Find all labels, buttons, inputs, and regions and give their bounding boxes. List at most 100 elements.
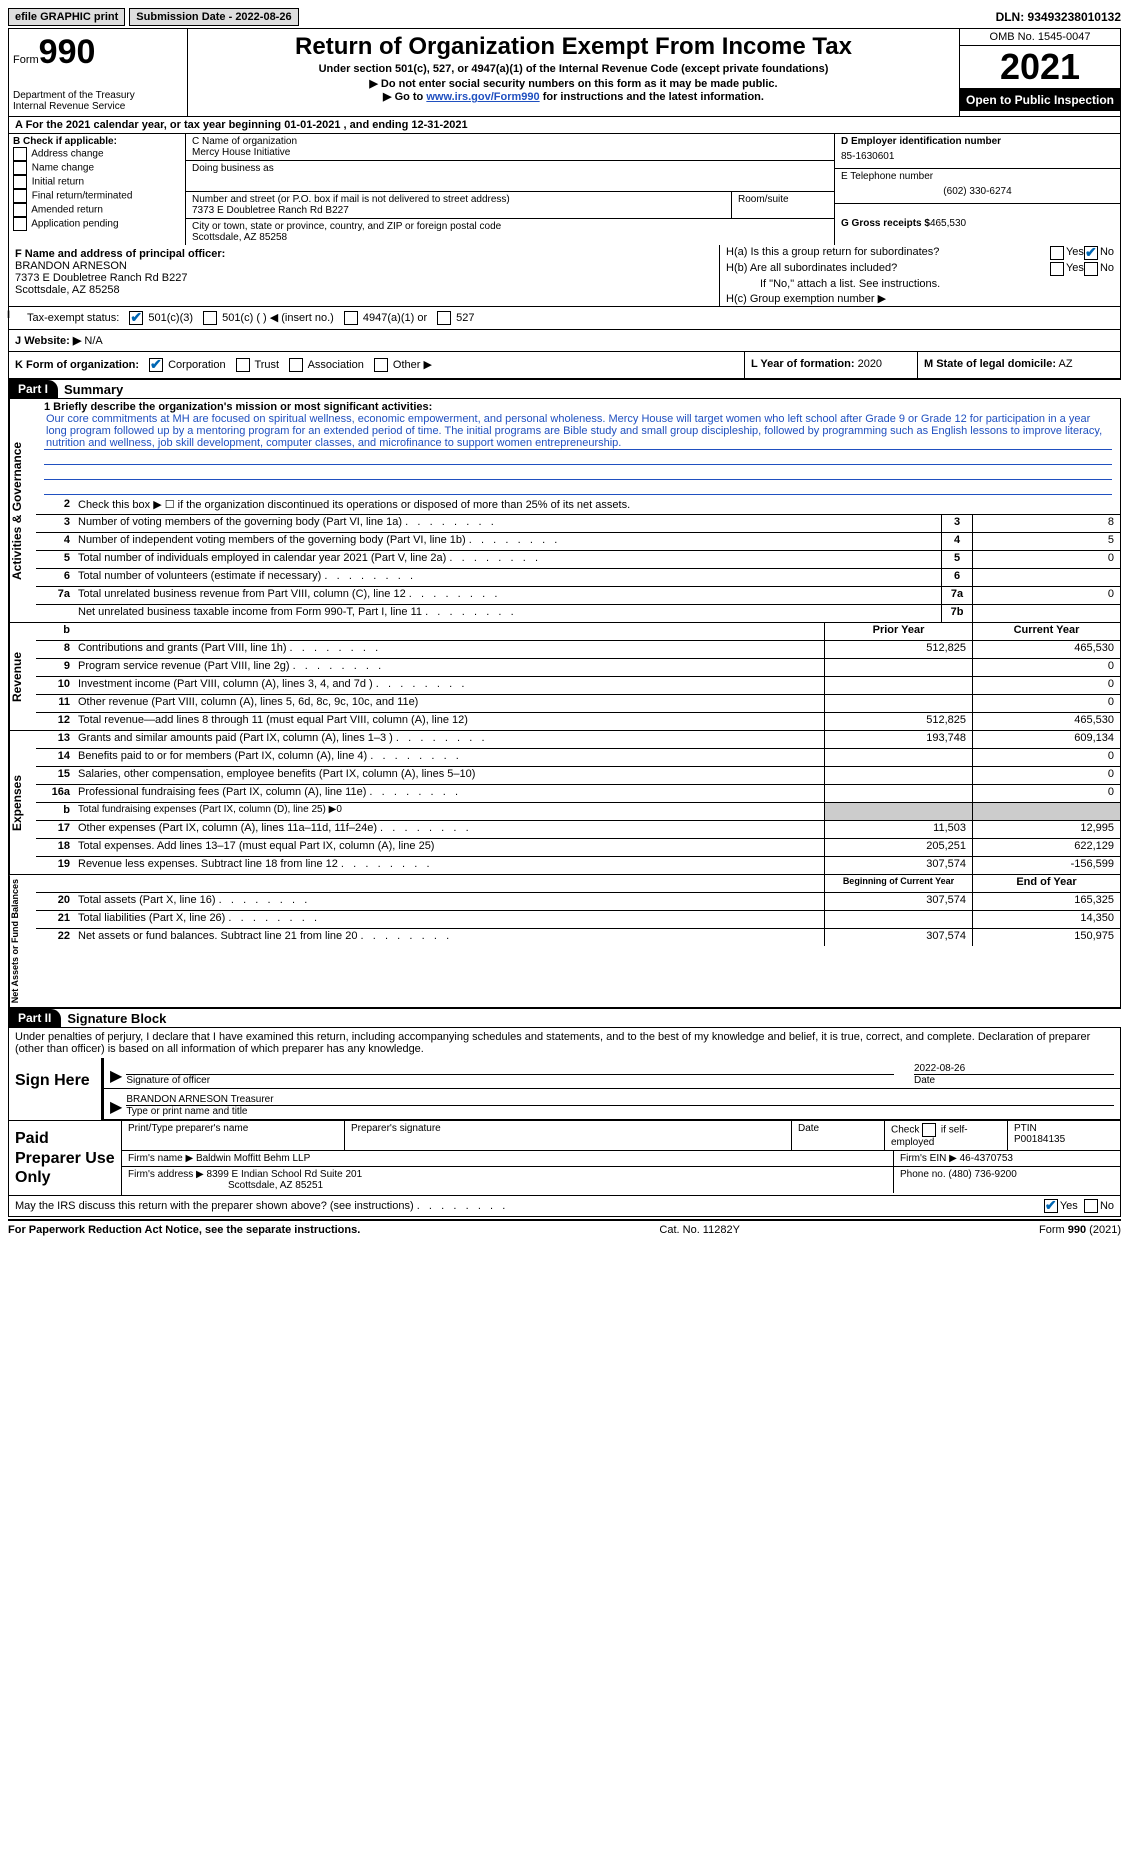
cb-501c[interactable] — [203, 311, 217, 325]
cb-527[interactable] — [437, 311, 451, 325]
note-goto-b: for instructions and the latest informat… — [540, 91, 764, 103]
irs-discuss-row: May the IRS discuss this return with the… — [8, 1196, 1121, 1217]
hdr-prior: Prior Year — [824, 623, 972, 640]
cb-discuss-yes[interactable] — [1044, 1199, 1058, 1213]
section-bcd: B Check if applicable: Address change Na… — [8, 134, 1121, 245]
k-label: K Form of organization: — [15, 359, 139, 371]
sign-here-label: Sign Here — [9, 1058, 104, 1120]
firm-name: Baldwin Moffitt Behm LLP — [196, 1153, 310, 1164]
row-j: J Website: ▶ N/A — [8, 330, 1121, 352]
cb-self-employed[interactable] — [922, 1123, 936, 1137]
sig-declaration: Under penalties of perjury, I declare th… — [9, 1028, 1120, 1058]
efile-button[interactable]: efile GRAPHIC print — [8, 8, 125, 26]
line6-val — [972, 569, 1120, 586]
dept-text: Department of the Treasury — [13, 90, 183, 101]
cat-no: Cat. No. 11282Y — [659, 1224, 740, 1236]
form-number: 990 — [39, 33, 96, 71]
gross-label: G Gross receipts $ — [841, 218, 930, 229]
note-goto-a: ▶ Go to — [383, 91, 426, 103]
gross-val: 465,530 — [930, 218, 966, 229]
cb-other[interactable] — [374, 358, 388, 372]
form-subtitle: Under section 501(c), 527, or 4947(a)(1)… — [192, 63, 955, 75]
signature-block: Under penalties of perjury, I declare th… — [8, 1028, 1121, 1121]
hc-label: H(c) Group exemption number ▶ — [720, 291, 1120, 306]
hb-note: If "No," attach a list. See instructions… — [720, 277, 1120, 291]
line7b-val — [972, 605, 1120, 622]
preparer-label: Paid Preparer Use Only — [9, 1121, 122, 1195]
cb-4947[interactable] — [344, 311, 358, 325]
line4-desc: Number of independent voting members of … — [74, 533, 941, 550]
line4-val: 5 — [972, 533, 1120, 550]
name-label: C Name of organization — [192, 136, 828, 147]
line6-desc: Total number of volunteers (estimate if … — [74, 569, 941, 586]
cb-initial-return[interactable] — [13, 175, 27, 189]
ein-label: D Employer identification number — [841, 136, 1114, 147]
col-b-title: B Check if applicable: — [13, 136, 181, 147]
col-b: B Check if applicable: Address change Na… — [9, 134, 186, 245]
part1-header: Part I Summary — [8, 379, 1121, 399]
line5-desc: Total number of individuals employed in … — [74, 551, 941, 568]
arrow-icon: ▶ — [110, 1066, 122, 1086]
part2-tag: Part II — [8, 1009, 61, 1027]
firm-phone: (480) 736-9200 — [948, 1169, 1016, 1180]
cb-trust[interactable] — [236, 358, 250, 372]
cb-discuss-no[interactable] — [1084, 1199, 1098, 1213]
cb-ha-no[interactable] — [1084, 246, 1098, 260]
cb-ha-yes[interactable] — [1050, 246, 1064, 260]
vtab-activities: Activities & Governance — [9, 399, 36, 622]
col-d: D Employer identification number 85-1630… — [835, 134, 1120, 245]
vtab-revenue: Revenue — [9, 623, 36, 730]
netassets-table: Net Assets or Fund Balances Beginning of… — [8, 875, 1121, 1008]
revenue-table: Revenue bPrior YearCurrent Year 8Contrib… — [8, 623, 1121, 731]
line7a-desc: Total unrelated business revenue from Pa… — [74, 587, 941, 604]
tax-year: 2021 — [960, 46, 1120, 89]
cb-app-pending[interactable] — [13, 217, 27, 231]
form-ref: Form 990 (2021) — [1039, 1224, 1121, 1236]
cb-hb-yes[interactable] — [1050, 262, 1064, 276]
cb-assoc[interactable] — [289, 358, 303, 372]
firm-addr1: 8399 E Indian School Rd Suite 201 — [207, 1169, 363, 1180]
part1-title: Summary — [58, 382, 123, 397]
line7b-desc: Net unrelated business taxable income fr… — [74, 605, 941, 622]
state-domicile: AZ — [1058, 358, 1072, 370]
cb-501c3[interactable] — [129, 311, 143, 325]
form990-link[interactable]: www.irs.gov/Form990 — [426, 91, 539, 103]
hdr-curr: Current Year — [972, 623, 1120, 640]
row-a: A For the 2021 calendar year, or tax yea… — [8, 117, 1121, 134]
city-label: City or town, state or province, country… — [192, 221, 828, 232]
irs-text: Internal Revenue Service — [13, 101, 183, 112]
cb-final-return[interactable] — [13, 189, 27, 203]
sig-date: 2022-08-26 — [914, 1063, 1114, 1075]
officer-name: BRANDON ARNESON — [15, 260, 713, 272]
hb-label: H(b) Are all subordinates included? — [726, 262, 1050, 276]
row-fh: F Name and address of principal officer:… — [8, 245, 1121, 307]
form-word: Form — [13, 54, 39, 66]
arrow-icon: ▶ — [110, 1097, 122, 1117]
form-title: Return of Organization Exempt From Incom… — [192, 33, 955, 61]
col-h: H(a) Is this a group return for subordin… — [720, 245, 1120, 306]
sig-officer-label: Signature of officer — [126, 1074, 894, 1086]
firm-ein: 46-4370753 — [960, 1153, 1013, 1164]
year-formation: 2020 — [858, 358, 882, 370]
col-f: F Name and address of principal officer:… — [9, 245, 720, 306]
phone-label: E Telephone number — [841, 171, 1114, 182]
line5-val: 0 — [972, 551, 1120, 568]
city-val: Scottsdale, AZ 85258 — [192, 232, 828, 243]
cb-amended[interactable] — [13, 203, 27, 217]
room-label: Room/suite — [732, 192, 834, 218]
officer-label: F Name and address of principal officer: — [15, 248, 713, 260]
firm-addr2: Scottsdale, AZ 85251 — [128, 1180, 887, 1191]
cb-hb-no[interactable] — [1084, 262, 1098, 276]
cb-address-change[interactable] — [13, 147, 27, 161]
officer-addr1: 7373 E Doubletree Ranch Rd B227 — [15, 272, 713, 284]
line3-desc: Number of voting members of the governin… — [74, 515, 941, 532]
mission-text: Our core commitments at MH are focused o… — [44, 413, 1112, 450]
cb-corp[interactable] — [149, 358, 163, 372]
irs-q: May the IRS discuss this return with the… — [15, 1200, 1044, 1212]
row-i: I Tax-exempt status: 501(c)(3) 501(c) ( … — [8, 307, 1121, 330]
omb-number: OMB No. 1545-0047 — [960, 29, 1120, 46]
cb-name-change[interactable] — [13, 161, 27, 175]
submission-button[interactable]: Submission Date - 2022-08-26 — [129, 8, 298, 26]
note-ssn: ▶ Do not enter social security numbers o… — [192, 77, 955, 90]
form-header: Form990 Department of the Treasury Inter… — [8, 28, 1121, 117]
